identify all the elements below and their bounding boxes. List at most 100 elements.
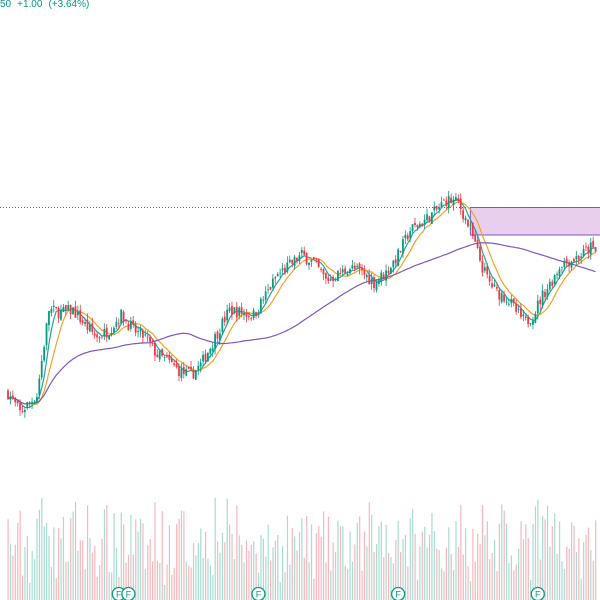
- candle-body: [452, 199, 455, 206]
- candle-body: [161, 349, 164, 356]
- volume-bar: [409, 518, 411, 600]
- volume-bar: [342, 526, 344, 600]
- volume-bar: [291, 528, 293, 600]
- candle-body: [26, 402, 29, 409]
- candle-body: [276, 273, 279, 277]
- volume-bar: [17, 522, 19, 600]
- volume-bar: [465, 528, 467, 600]
- volume-bar: [554, 513, 556, 600]
- volume-bar: [272, 547, 274, 600]
- candle-body: [358, 263, 361, 269]
- volume-bar: [315, 533, 317, 600]
- candle-body: [33, 401, 36, 403]
- volume-bar: [375, 544, 378, 600]
- volume-bar: [65, 561, 67, 600]
- candle-body: [240, 307, 243, 314]
- volume-bar: [525, 524, 527, 600]
- volume-bar: [137, 531, 139, 600]
- volume-bar: [207, 558, 209, 600]
- volume-bar: [197, 542, 199, 600]
- volume-bar: [558, 521, 561, 600]
- candle-body: [267, 289, 269, 291]
- candle-body: [173, 363, 176, 366]
- candle-body: [245, 312, 248, 317]
- candle-body: [81, 320, 84, 324]
- volume-bar: [592, 560, 594, 600]
- volume-bar: [477, 533, 479, 600]
- volume-bar: [431, 512, 433, 600]
- volume-bar: [445, 547, 447, 600]
- candle-body: [334, 280, 337, 282]
- volume-bar: [457, 547, 460, 600]
- candle-body: [180, 368, 183, 379]
- candle-body: [435, 206, 438, 210]
- volume-bar: [9, 544, 12, 600]
- volume-bar: [204, 531, 207, 600]
- volume-bar: [135, 519, 137, 600]
- volume-bar: [188, 565, 190, 600]
- volume-bar: [48, 535, 50, 600]
- volume-bar: [448, 527, 450, 600]
- candle-body: [108, 335, 111, 340]
- candle-body: [16, 400, 19, 404]
- volume-bar: [534, 506, 537, 600]
- volume-bar: [539, 559, 541, 600]
- volume-bar: [537, 499, 539, 600]
- candle-body: [356, 265, 359, 268]
- candle-body: [86, 319, 89, 330]
- candle-body: [163, 357, 166, 358]
- volume-bar: [440, 568, 443, 600]
- volume-bar: [513, 570, 515, 600]
- volume-bar: [74, 501, 77, 600]
- candle-body: [250, 317, 253, 319]
- volume-bar: [29, 582, 31, 600]
- dividend-marker-label: F: [126, 590, 132, 600]
- volume-bar: [421, 531, 423, 600]
- volume-bar: [469, 581, 472, 600]
- volume-bar: [130, 514, 132, 600]
- candle-body: [262, 299, 265, 301]
- volume-bar: [298, 532, 301, 600]
- volume-bar: [416, 579, 419, 600]
- volume-bar: [43, 526, 45, 600]
- volume-bar: [91, 552, 93, 600]
- price-change: +1.00: [17, 0, 43, 10]
- volume-bar: [103, 509, 106, 600]
- volume-bar: [115, 547, 118, 600]
- candle-body: [423, 219, 426, 225]
- candle-body: [546, 289, 549, 297]
- volume-bar: [510, 555, 513, 600]
- volume-bar: [522, 539, 525, 600]
- candle-body: [433, 206, 436, 211]
- candle-body: [21, 410, 24, 412]
- candle-body: [79, 310, 82, 323]
- candle-body: [134, 324, 137, 333]
- volume-bar: [46, 522, 48, 600]
- candle-body: [481, 261, 484, 273]
- candle-body: [199, 362, 202, 367]
- volume-bar: [380, 521, 382, 600]
- volume-bar: [450, 554, 452, 600]
- candle-body: [467, 219, 469, 227]
- volume-bar: [361, 570, 363, 600]
- volume-bar: [332, 542, 334, 600]
- candle-body: [190, 366, 192, 370]
- candle-body: [72, 307, 74, 315]
- candle-body: [471, 222, 474, 237]
- candle-body: [368, 274, 371, 285]
- candle-body: [515, 303, 518, 312]
- candle-body: [91, 323, 94, 332]
- volume-bar: [192, 543, 195, 600]
- volume-bar: [383, 557, 385, 600]
- candle-body: [529, 323, 532, 325]
- candle-body: [389, 267, 392, 274]
- candle-body: [495, 287, 498, 289]
- volume-bar: [156, 560, 159, 600]
- candle-body: [139, 328, 142, 332]
- candle-body: [585, 246, 587, 248]
- volume-bar: [518, 548, 520, 600]
- volume-bar: [590, 549, 592, 600]
- candle-body: [464, 217, 467, 221]
